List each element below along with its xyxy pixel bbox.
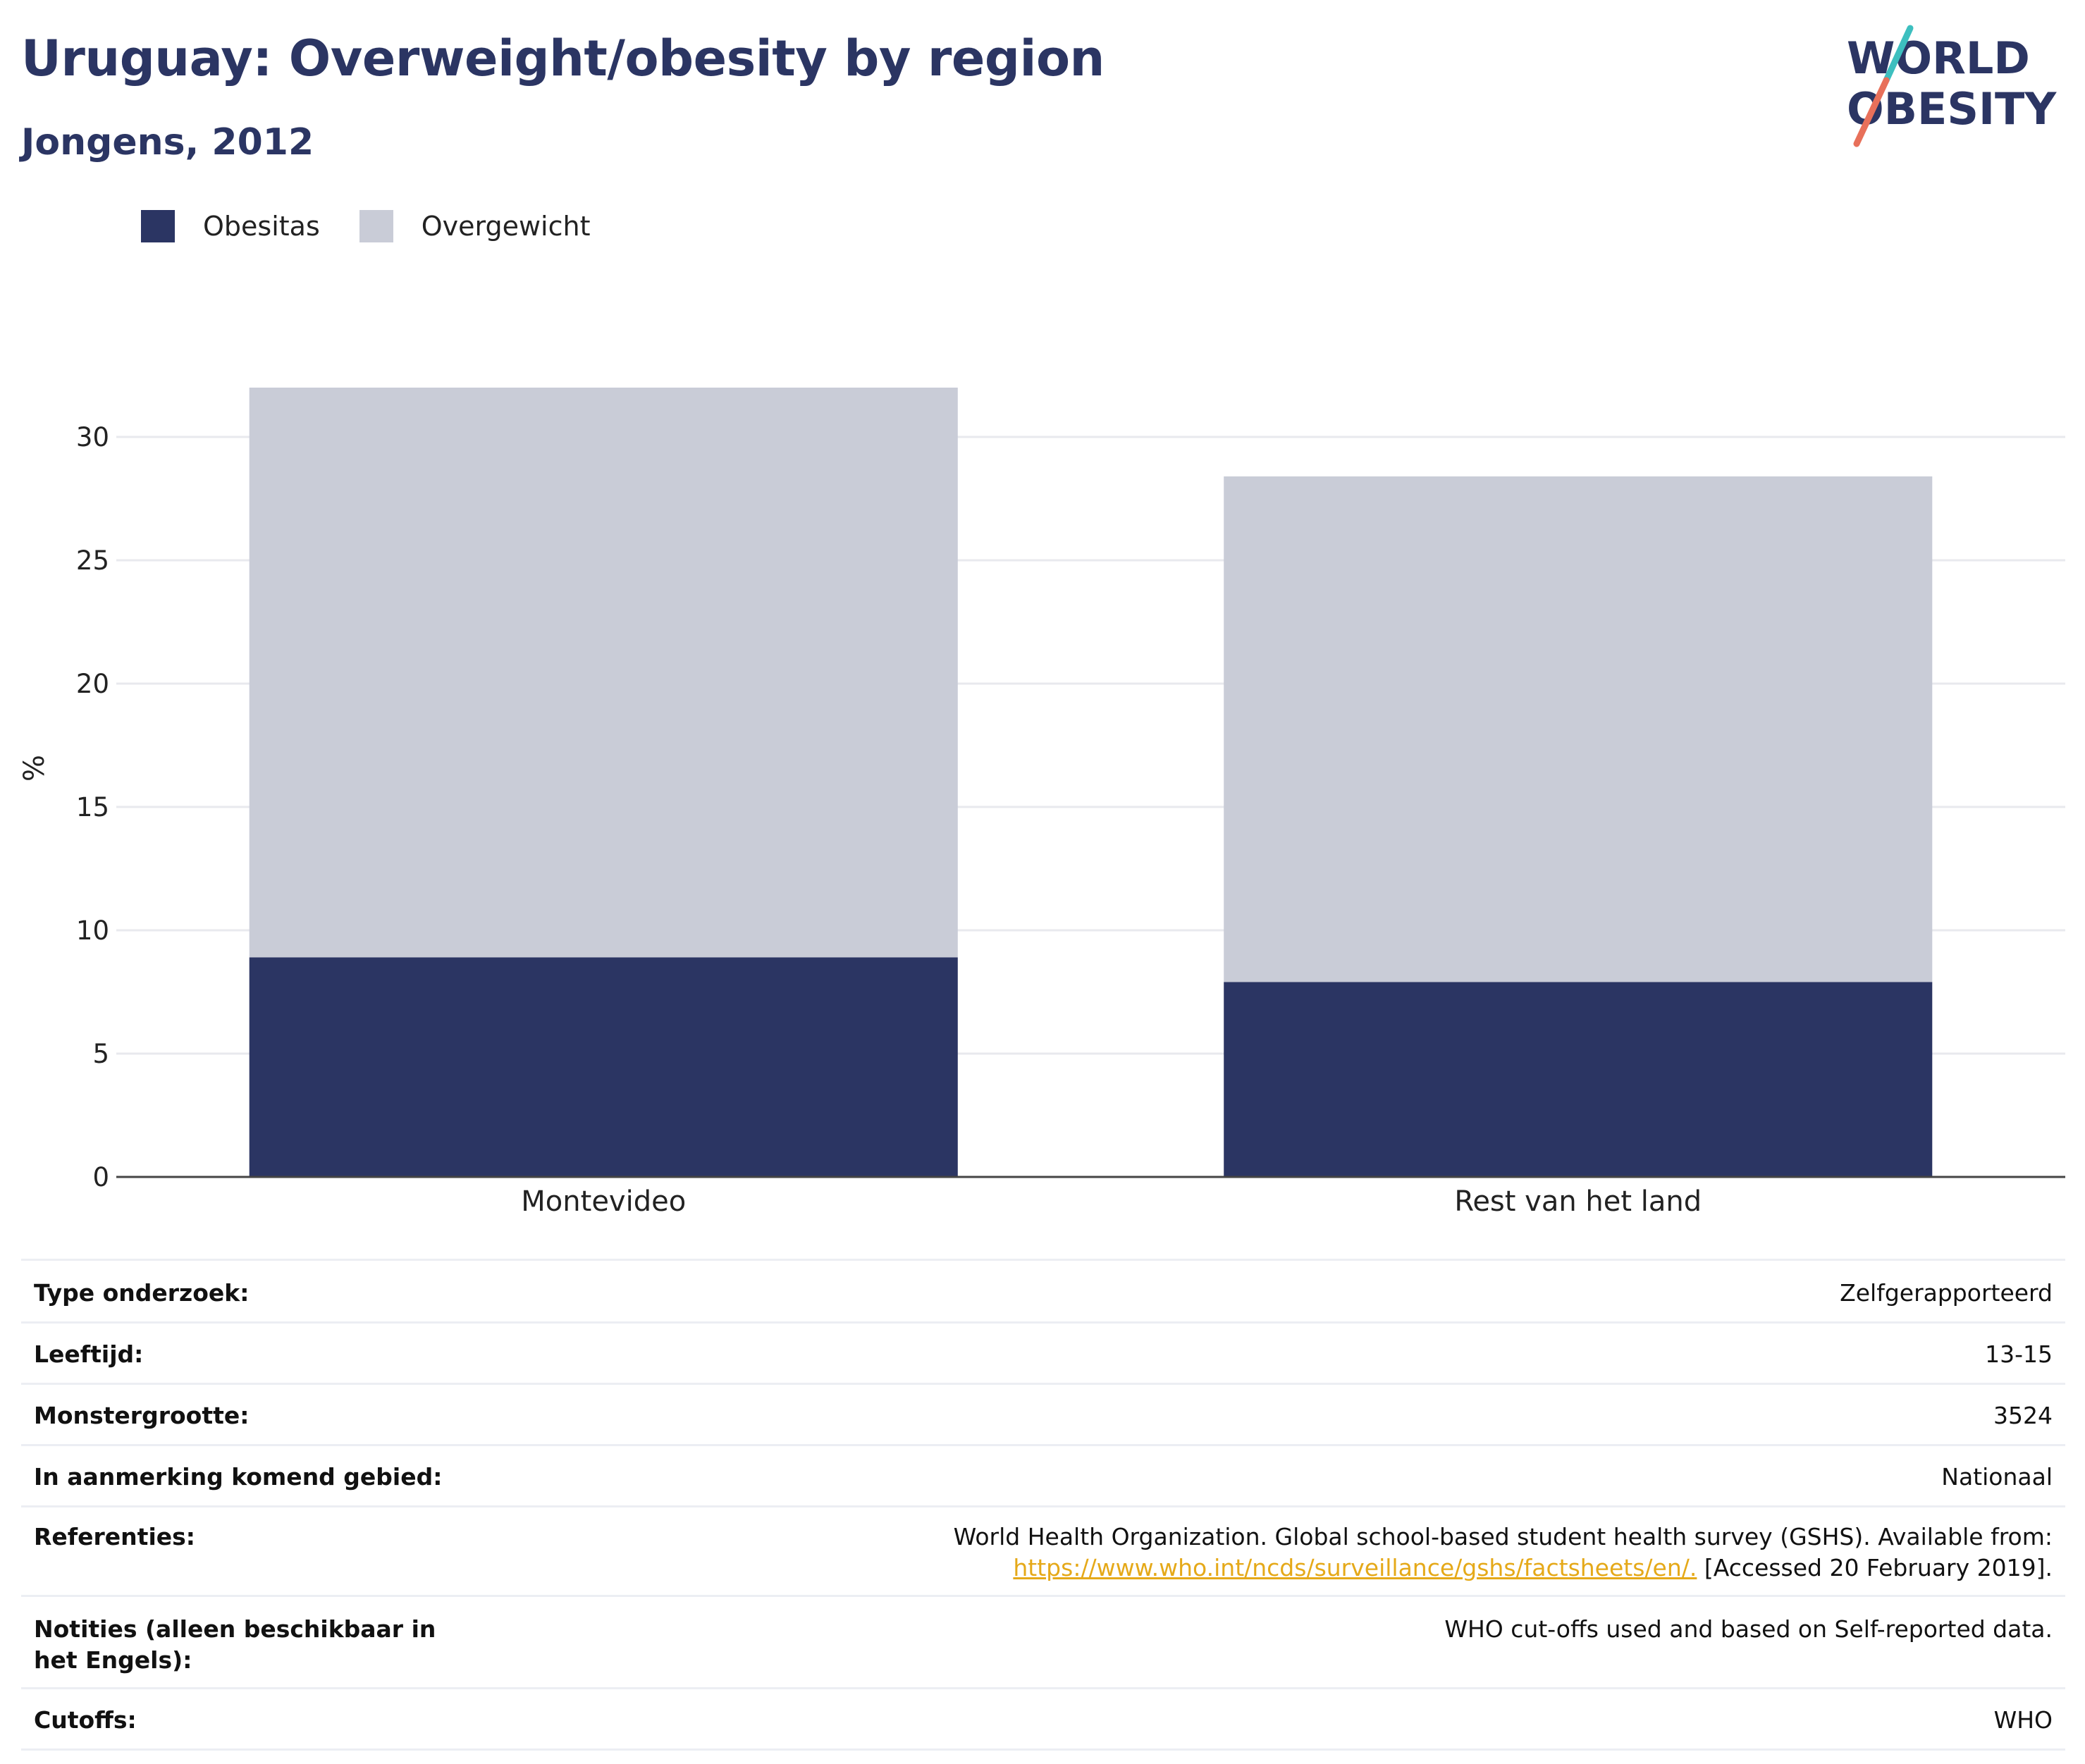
meta-row-age: Leeftijd: 13-15: [21, 1321, 2065, 1383]
meta-label: Type onderzoek:: [34, 1279, 250, 1307]
y-tick-label: 15: [76, 792, 109, 822]
bar-obesity-0: [249, 957, 958, 1177]
meta-value: 13-15: [1985, 1340, 2053, 1368]
y-tick-label: 20: [76, 669, 109, 699]
chart-legend: Obesitas Overgewicht: [141, 210, 630, 242]
page-title: Uruguay: Overweight/obesity by region: [21, 30, 1105, 87]
y-tick-label: 30: [76, 422, 109, 452]
meta-label: Monstergrootte:: [34, 1402, 250, 1429]
page-subtitle: Jongens, 2012: [21, 121, 314, 164]
x-tick-label: Montevideo: [521, 1185, 686, 1218]
meta-value-references: World Health Organization. Global school…: [954, 1522, 2053, 1584]
legend-item-obesity[interactable]: Obesitas: [141, 210, 320, 242]
legend-swatch-obesity: [141, 210, 175, 242]
y-tick-label: 5: [92, 1039, 109, 1069]
reference-accessed: [Accessed 20 February 2019].: [1697, 1554, 2053, 1581]
stacked-bar-chart: 0 5 10 15 20 25 30% Montevideo Rest van het land: [18, 388, 2065, 1218]
meta-label: Leeftijd:: [34, 1340, 144, 1368]
meta-value: 3524: [1993, 1402, 2053, 1429]
reference-text: World Health Organization. Global school…: [953, 1523, 2053, 1550]
bar-overweight-1: [1224, 476, 1933, 982]
meta-row-sample-size: Monstergrootte: 3524: [21, 1383, 2065, 1444]
meta-value: Nationaal: [1941, 1463, 2053, 1491]
y-tick-label: 0: [92, 1162, 109, 1192]
meta-row-area: In aanmerking komend gebied: Nationaal: [21, 1444, 2065, 1505]
logo-line1: WORLD: [1847, 32, 2030, 84]
meta-value: WHO cut-offs used and based on Self-repo…: [1444, 1615, 2053, 1643]
meta-label: In aanmerking komend gebied:: [34, 1463, 443, 1491]
reference-link[interactable]: https://www.who.int/ncds/surveillance/gs…: [1013, 1554, 1697, 1581]
meta-label: Cutoffs:: [34, 1706, 137, 1734]
meta-row-notes: Notities (alleen beschikbaar in het Enge…: [21, 1595, 2065, 1687]
survey-details-table: Type onderzoek: Zelfgerapporteerd Leefti…: [21, 1259, 2065, 1751]
x-tick-label: Rest van het land: [1454, 1185, 1702, 1218]
meta-value: Zelfgerapporteerd: [1840, 1279, 2053, 1307]
meta-row-references: Referenties: World Health Organization. …: [21, 1505, 2065, 1595]
meta-label: Referenties:: [34, 1523, 195, 1550]
meta-row-cutoffs: Cutoffs: WHO: [21, 1687, 2065, 1751]
legend-item-overweight[interactable]: Overgewicht: [359, 210, 591, 242]
world-obesity-logo: WORLD OBESITY: [1847, 25, 2057, 147]
legend-label-overweight: Overgewicht: [421, 211, 591, 242]
bar-obesity-1: [1224, 982, 1933, 1177]
meta-label: Notities (alleen beschikbaar in het Enge…: [34, 1615, 436, 1674]
legend-swatch-overweight: [359, 210, 393, 242]
y-tick-label: 25: [76, 545, 109, 576]
legend-label-obesity: Obesitas: [203, 211, 320, 242]
bar-overweight-0: [249, 388, 958, 958]
y-axis-label: %: [18, 755, 51, 782]
y-tick-label: 10: [76, 915, 109, 946]
meta-value: WHO: [1993, 1706, 2053, 1734]
meta-row-survey-type: Type onderzoek: Zelfgerapporteerd: [21, 1259, 2065, 1321]
